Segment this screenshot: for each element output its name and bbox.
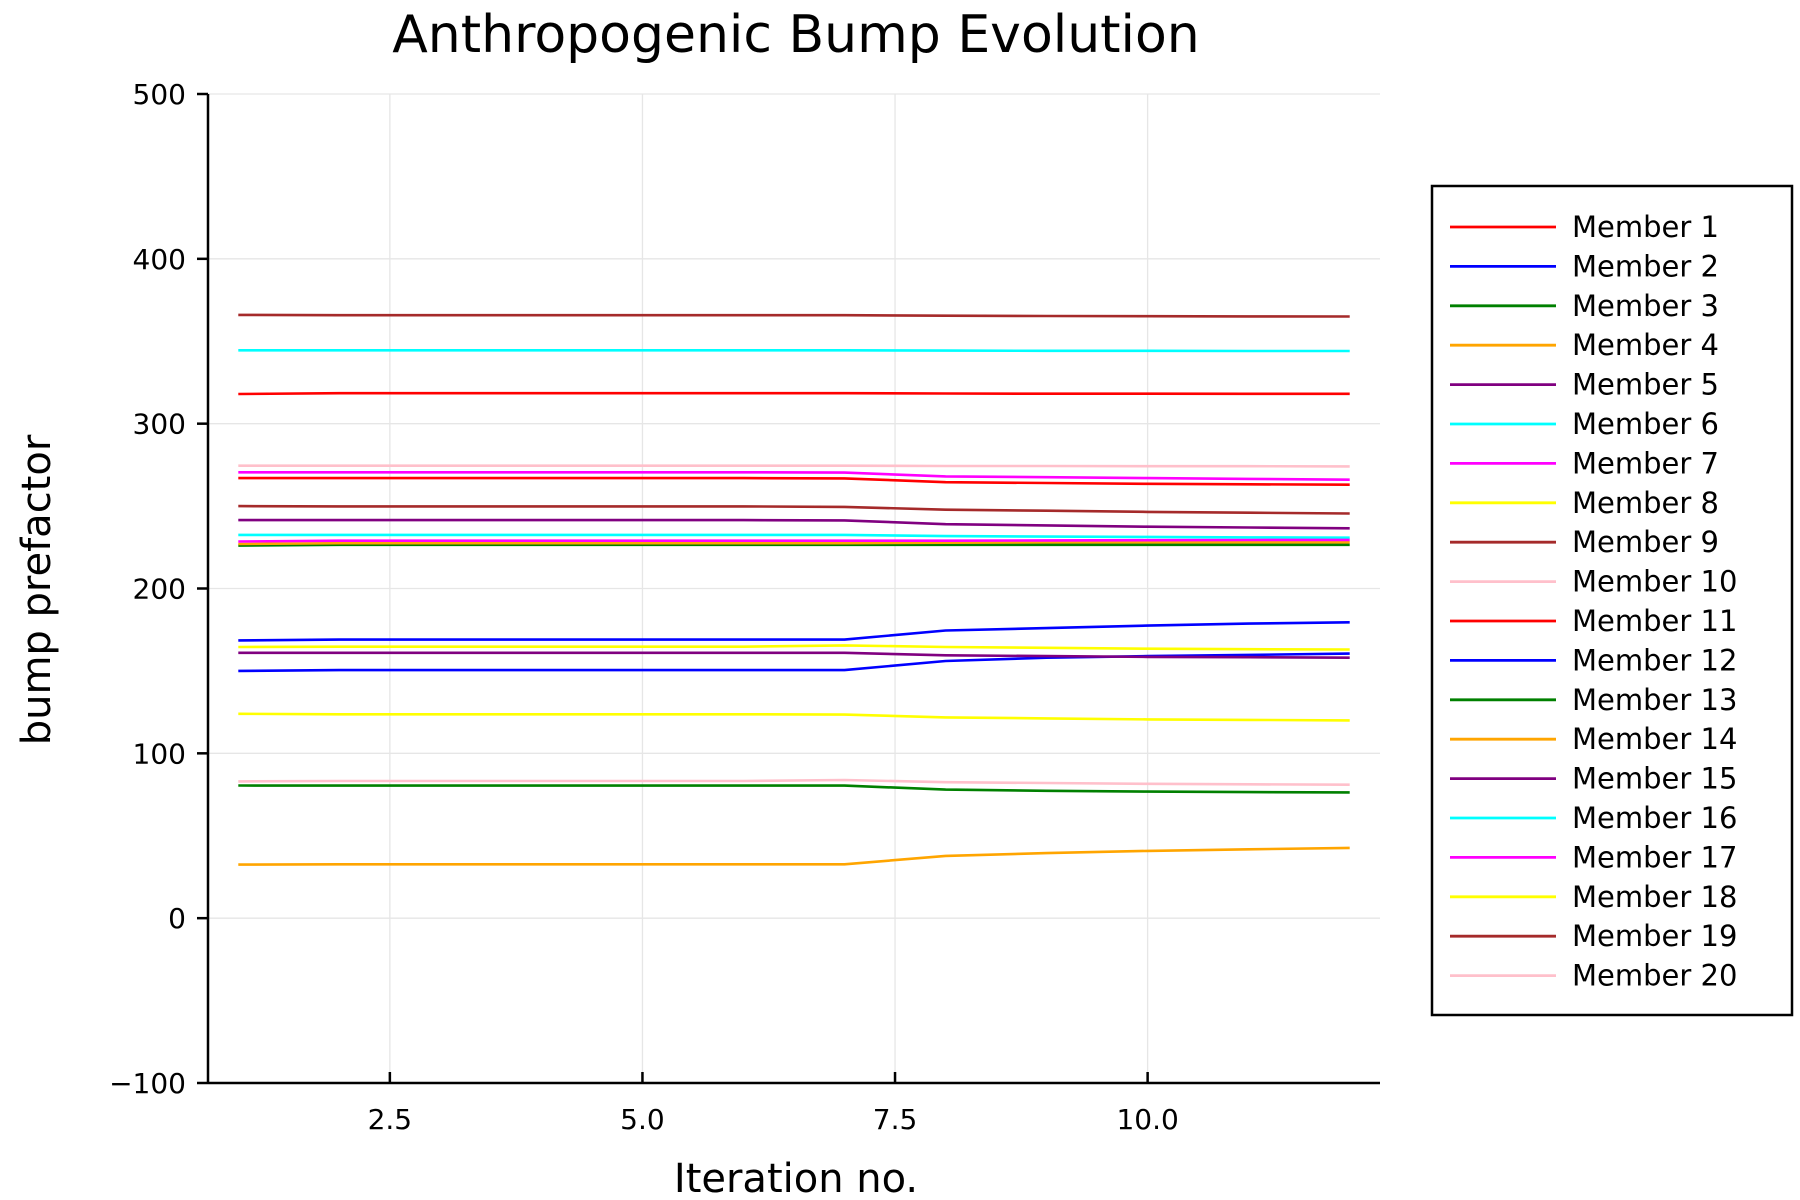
series-line-member-8: [238, 644, 1350, 651]
legend-label: Member 12: [1572, 643, 1737, 677]
legend-label: Member 2: [1572, 249, 1719, 283]
series-line-member-5: [238, 651, 1350, 659]
series-line-member-3: [238, 784, 1350, 794]
legend-label: Member 5: [1572, 368, 1719, 402]
legend-label: Member 7: [1572, 446, 1719, 480]
legend-label: Member 11: [1572, 604, 1737, 638]
grid: [208, 93, 1380, 1084]
legend-label: Member 19: [1572, 919, 1737, 953]
series-line-member-20: [238, 778, 1350, 787]
series-line-member-15: [238, 518, 1350, 530]
series-line-member-12: [238, 621, 1350, 642]
y-tick-label: −100: [109, 1067, 186, 1100]
series-line-member-6: [238, 348, 1350, 353]
y-axis-label: bump prefactor: [14, 434, 60, 745]
y-tick-label: 500: [133, 78, 186, 111]
x-tick-label: 10.0: [1116, 1103, 1178, 1136]
y-tick-label: 0: [168, 902, 186, 935]
series-line-member-16: [238, 533, 1350, 540]
series-line-member-7: [238, 470, 1350, 481]
series-line-member-14: [238, 540, 1350, 546]
series-line-member-13: [238, 543, 1350, 547]
y-tick-label: 400: [133, 243, 186, 276]
x-axis-label: Iteration no.: [674, 1156, 918, 1200]
x-tick-label: 7.5: [873, 1103, 918, 1136]
legend-label: Member 15: [1572, 762, 1737, 796]
x-tick-label: 5.0: [620, 1103, 665, 1136]
legend-label: Member 13: [1572, 683, 1737, 717]
series-line-member-19: [238, 504, 1350, 515]
y-tick-label: 200: [133, 573, 186, 606]
legend-label: Member 17: [1572, 840, 1737, 874]
legend-label: Member 20: [1572, 959, 1737, 993]
chart-title: Anthropogenic Bump Evolution: [392, 5, 1200, 65]
series-line-member-11: [238, 476, 1350, 487]
legend-label: Member 9: [1572, 525, 1719, 559]
legend-label: Member 4: [1572, 328, 1719, 362]
axes: −100 0 100 200 300 400 500 2.5 5.0 7.5 10.0: [109, 78, 1380, 1136]
series-line-member-17: [238, 538, 1350, 543]
legend-label: Member 10: [1572, 565, 1737, 599]
series-line-member-9: [238, 313, 1350, 318]
legend-label: Member 16: [1572, 801, 1737, 835]
legend-label: Member 8: [1572, 486, 1719, 520]
legend-label: Member 3: [1572, 289, 1719, 323]
series-line-member-1: [238, 391, 1350, 396]
series-line-member-10: [238, 464, 1350, 468]
legend-label: Member 14: [1572, 722, 1737, 756]
series-line-member-4: [238, 846, 1350, 866]
series-line-member-18: [238, 712, 1350, 722]
legend-label: Member 1: [1572, 210, 1719, 244]
legend-box: [1430, 184, 1794, 1017]
legend: Member 1 Member 2 Member 3 Member 4 Member 5…: [1430, 184, 1794, 1017]
x-tick-label: 2.5: [368, 1103, 413, 1136]
series-lines: [238, 313, 1350, 866]
y-tick-label: 300: [133, 408, 186, 441]
legend-label: Member 6: [1572, 407, 1719, 441]
y-tick-label: 100: [133, 737, 186, 770]
legend-label: Member 18: [1572, 880, 1737, 914]
